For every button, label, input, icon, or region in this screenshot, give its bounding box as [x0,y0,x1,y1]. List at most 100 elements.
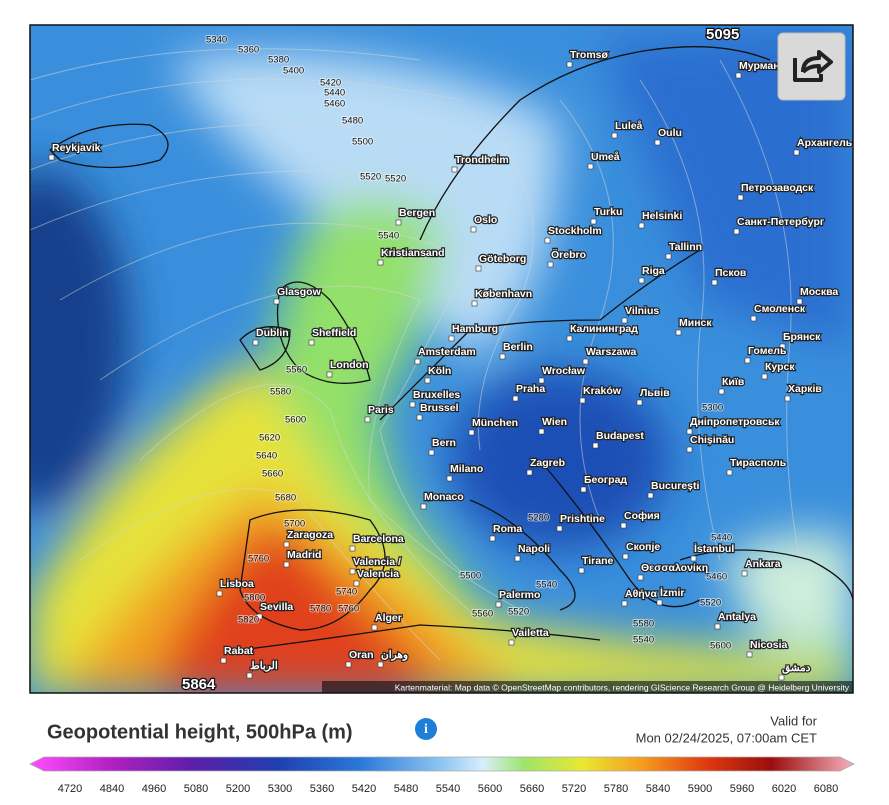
city-label: Београд [584,474,627,486]
city-label: Kraków [583,385,622,397]
city-marker [538,377,545,384]
scale-tick-label: 4960 [142,783,166,795]
city-marker [508,639,515,646]
scale-tick-label: 6080 [814,783,838,795]
city-marker [647,492,654,499]
city-label: Göteborg [479,253,526,265]
scale-ticks: 4720 4840 4960 5080 5200 5300 5360 5420 5480 5540… [58,783,838,795]
city-label: Berlin [503,341,533,353]
city-label: Trondheim [455,154,509,166]
city-label: Гомель [748,345,787,357]
city-marker [778,674,785,681]
contour-label: 5800 [244,593,265,604]
city-marker [665,253,672,260]
city-label: Харків [788,383,822,395]
city-label: Vailetta [512,627,549,639]
city-marker [621,600,628,607]
city-label: Калининград [570,323,638,335]
city-marker [499,353,506,360]
scale-tick-label: 5960 [730,783,754,795]
city-marker [377,661,384,668]
city-label: Θεσσαλονίκη [641,562,708,574]
city-label: Архангельск [797,137,864,149]
city-label: Warszawa [586,346,637,358]
city-marker [428,449,435,456]
city-label: København [475,288,532,300]
contour-label: 5820 [238,615,259,626]
city-marker [711,279,718,286]
city-label: Turku [594,206,622,218]
contour-label: 5620 [259,433,280,444]
city-marker [364,416,371,423]
city-marker [590,218,597,225]
city-label: Paris [368,404,394,416]
city-label: وهران [381,649,408,661]
city-marker [582,358,589,365]
city-label: Zagreb [530,457,565,469]
city-marker [686,446,693,453]
contour-label: 5640 [256,451,277,462]
city-marker [592,442,599,449]
city-label: Bruxelles [413,389,460,401]
map-area: ReykjavíkTromsøМурманскLuleåOuluАрхангел… [30,25,864,693]
city-marker [690,555,697,562]
city-label: Valencia / [353,556,401,568]
city-marker [636,399,643,406]
city-marker [733,228,740,235]
city-label: Budapest [596,430,644,442]
city-label: Брянск [783,331,821,343]
city-label: Минск [679,317,712,329]
city-marker [737,194,744,201]
city-marker [216,590,223,597]
city-label: Псков [715,267,747,279]
city-marker [621,317,628,324]
valid-label: Valid for [770,713,817,728]
city-marker [512,395,519,402]
city-marker [580,486,587,493]
info-button[interactable]: i [415,718,437,740]
contour-label: 5780 [310,604,331,615]
contour-label: 5700 [284,519,305,530]
max-min-label: 5095 [706,26,739,43]
scale-tick-label: 5780 [604,783,628,795]
city-marker [451,166,458,173]
city-marker [349,545,356,552]
city-marker [538,428,545,435]
city-label: Barcelona [353,533,404,545]
scale-tick-label: 5360 [310,783,334,795]
city-label: Oran [349,649,374,661]
city-label: Ankara [745,558,781,570]
contour-label: 5760 [338,604,359,615]
city-label: Valencia [357,568,399,580]
city-marker [566,335,573,342]
contour-label: 5680 [275,493,296,504]
scale-tick-label: 5720 [562,783,586,795]
city-marker [761,373,768,380]
city-label: Bergen [399,207,435,219]
scale-tick-label: 5300 [268,783,292,795]
city-label: Oulu [658,127,682,139]
scale-tick-label: 4720 [58,783,82,795]
city-label: Тирасполь [730,457,787,469]
city-label: Αθήνα [625,588,658,600]
city-label: دمشق [782,662,811,674]
city-marker [345,661,352,668]
city-label: Prishtine [560,513,605,525]
contour-label: 5440 [711,533,732,544]
scale-tick-label: 4840 [100,783,124,795]
city-marker [420,503,427,510]
city-label: Köln [428,365,451,377]
scale-tick-label: 5600 [478,783,502,795]
contour-label: 5500 [460,571,481,582]
city-label: Lisboa [220,578,254,590]
contour-label: 5660 [262,469,283,480]
scale-tick-label: 5900 [688,783,712,795]
city-marker [578,567,585,574]
share-button[interactable] [777,32,846,101]
city-label: Dublin [256,327,289,339]
city-marker [252,339,259,346]
city-label: İstanbul [694,542,734,555]
city-marker [273,298,280,305]
city-marker [556,525,563,532]
